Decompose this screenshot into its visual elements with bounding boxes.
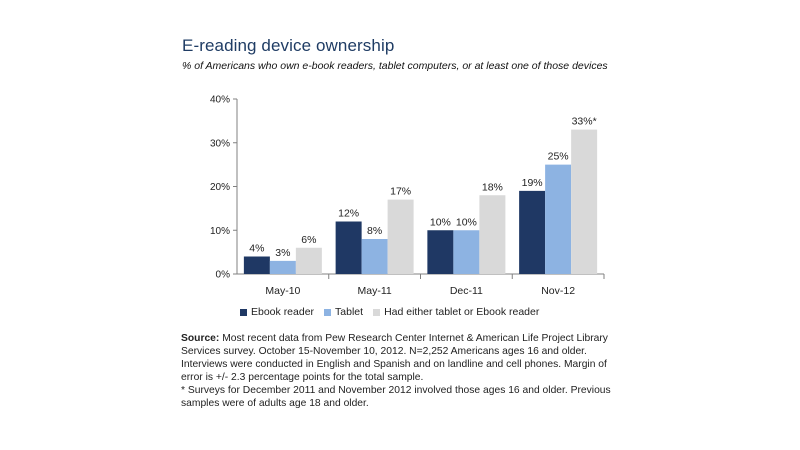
legend-item: Had either tablet or Ebook reader — [373, 306, 539, 318]
data-label: 10% — [430, 216, 451, 228]
data-label: 4% — [249, 243, 264, 255]
bar-ebook-reader-may-11 — [335, 221, 362, 274]
y-tick-label: 20% — [210, 182, 230, 193]
chart-title: E-reading device ownership — [182, 36, 395, 55]
bar-had-either-tablet-or-ebook-reader-may-11 — [387, 199, 414, 274]
x-tick-label: May-10 — [265, 285, 300, 297]
bar-tablet-dec-11 — [453, 230, 480, 274]
legend-label: Ebook reader — [251, 306, 315, 318]
data-label: 12% — [338, 208, 359, 220]
data-label: 19% — [522, 177, 543, 189]
x-tick-label: Dec-11 — [450, 285, 483, 297]
y-tick-label: 30% — [210, 138, 230, 149]
chart-subtitle: % of Americans who own e-book readers, t… — [182, 60, 608, 72]
legend-label: Tablet — [335, 306, 364, 318]
bar-ebook-reader-may-10 — [243, 256, 270, 274]
y-tick-label: 0% — [216, 270, 231, 281]
x-tick-label: May-11 — [358, 285, 392, 297]
bar-had-either-tablet-or-ebook-reader-dec-11 — [479, 195, 506, 274]
legend-swatch — [373, 308, 381, 316]
source-text: Most recent data from Pew Research Cente… — [181, 333, 608, 383]
bar-ebook-reader-nov-12 — [519, 190, 546, 274]
bar-tablet-may-11 — [361, 239, 388, 274]
source-label: Source: — [181, 333, 220, 344]
bar-tablet-may-10 — [269, 260, 296, 274]
data-label: 3% — [275, 247, 290, 259]
bar-had-either-tablet-or-ebook-reader-may-10 — [295, 247, 322, 274]
legend-label: Had either tablet or Ebook reader — [384, 306, 540, 318]
bar-had-either-tablet-or-ebook-reader-nov-12 — [571, 129, 598, 274]
footnote-note: * Surveys for December 2011 and November… — [181, 385, 611, 409]
data-label: 33%* — [572, 116, 597, 128]
bar-tablet-nov-12 — [545, 164, 572, 274]
data-label: 10% — [456, 216, 477, 228]
legend-swatch — [240, 308, 247, 316]
y-tick-label: 10% — [210, 226, 230, 237]
data-label: 25% — [548, 151, 569, 163]
bar-ebook-reader-dec-11 — [427, 230, 454, 274]
legend-item: Tablet — [324, 306, 363, 318]
data-label: 18% — [482, 181, 503, 193]
legend-swatch — [324, 308, 332, 316]
data-label: 6% — [301, 234, 316, 246]
data-label: 8% — [367, 225, 382, 237]
y-tick-label: 40% — [210, 95, 230, 106]
chart-legend: Ebook reader Tablet Had either tablet or E… — [240, 306, 539, 318]
legend-item: Ebook reader — [240, 306, 314, 318]
footnote: Source: Most recent data from Pew Resear… — [181, 332, 621, 410]
data-label: 17% — [390, 186, 411, 198]
x-tick-label: Nov-12 — [541, 285, 575, 297]
